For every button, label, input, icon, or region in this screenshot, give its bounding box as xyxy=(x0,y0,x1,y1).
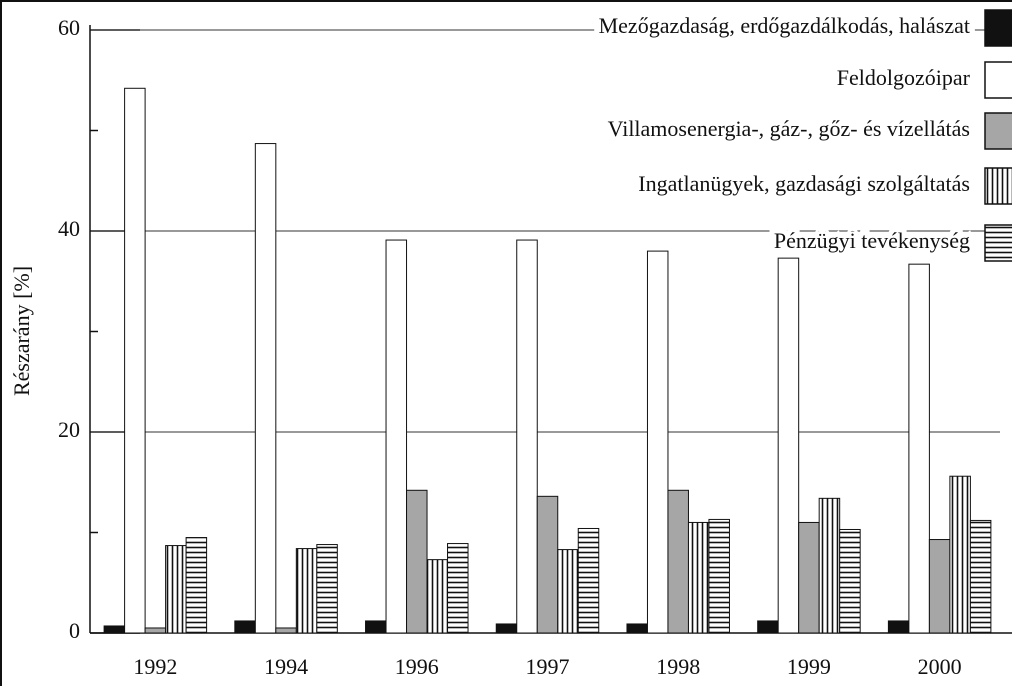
x-tick-label: 1992 xyxy=(133,654,177,679)
bar xyxy=(406,489,428,634)
bar xyxy=(103,625,126,634)
bar xyxy=(777,257,800,634)
x-tick-label: 1997 xyxy=(526,654,570,679)
bar xyxy=(185,537,208,634)
legend-swatch xyxy=(984,61,1012,99)
y-tick-label: 60 xyxy=(58,15,80,40)
bar xyxy=(124,87,146,634)
bar xyxy=(516,239,538,634)
bar xyxy=(165,545,187,634)
x-tick-label: 1999 xyxy=(787,654,831,679)
legend-label: Pénzügyi tevékenység xyxy=(774,228,970,253)
bar xyxy=(426,559,449,634)
y-tick-label: 0 xyxy=(69,618,80,643)
legend-label: Feldolgozóipar xyxy=(837,65,971,90)
bar xyxy=(928,539,951,634)
legend-label: Mezőgazdaság, erdőgazdálkodás, halászat xyxy=(599,13,970,38)
bar xyxy=(144,627,167,634)
y-tick-label: 40 xyxy=(58,216,80,241)
bar xyxy=(316,544,338,634)
bar xyxy=(908,263,930,634)
y-axis-label: Részarány [%] xyxy=(9,266,34,396)
legend-swatch xyxy=(984,9,1012,47)
x-tick-label: 2000 xyxy=(918,654,962,679)
bar xyxy=(557,549,579,634)
x-tick-label: 1996 xyxy=(395,654,439,679)
bar xyxy=(687,521,710,634)
bar xyxy=(447,543,469,634)
bar xyxy=(757,620,779,634)
bar xyxy=(626,623,648,634)
legend-swatch xyxy=(984,112,1012,150)
bar xyxy=(887,620,910,634)
legend-swatch xyxy=(984,224,1012,262)
bar xyxy=(275,627,297,634)
bar xyxy=(708,518,730,634)
bar xyxy=(234,620,256,634)
x-tick-label: 1998 xyxy=(656,654,700,679)
bar xyxy=(536,495,559,634)
bar xyxy=(646,250,669,634)
bar xyxy=(667,489,689,634)
legend-label: Villamosenergia-, gáz-, gőz- és vízellát… xyxy=(608,116,970,141)
bar xyxy=(798,521,820,634)
bar xyxy=(839,528,861,634)
bar xyxy=(818,497,841,634)
bar xyxy=(254,143,277,634)
bar xyxy=(385,239,408,634)
x-tick-label: 1994 xyxy=(264,654,308,679)
legend-swatch xyxy=(984,167,1012,205)
bar xyxy=(577,527,600,634)
y-tick-label: 20 xyxy=(58,417,80,442)
bar xyxy=(949,475,971,634)
legend-label: Ingatlanügyek, gazdasági szolgáltatás xyxy=(638,171,970,196)
bar xyxy=(969,519,992,634)
bar xyxy=(365,620,387,634)
bar xyxy=(495,623,518,634)
bar xyxy=(295,548,318,634)
